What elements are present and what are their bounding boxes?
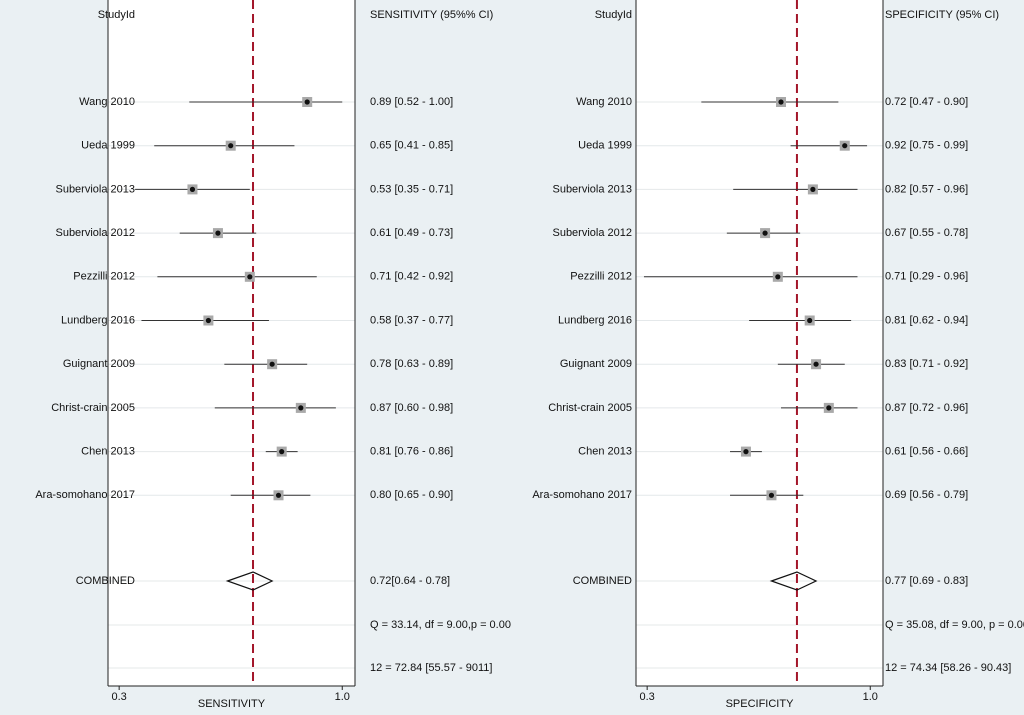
study-point xyxy=(826,405,832,411)
value-label: 0.83 [0.71 - 0.92] xyxy=(885,358,968,370)
study-label: Ueda 1999 xyxy=(81,140,135,152)
study-point xyxy=(813,361,819,367)
heterogeneity-stat: 12 = 72.84 [55.57 - 9011] xyxy=(370,662,492,674)
value-label: 0.81 [0.62 - 0.94] xyxy=(885,314,968,326)
value-label: 0.78 [0.63 - 0.89] xyxy=(370,358,453,370)
combined-label: COMBINED xyxy=(76,575,135,587)
value-label: 0.71 [0.29 - 0.96] xyxy=(885,271,968,283)
study-point xyxy=(215,230,221,236)
study-point xyxy=(807,317,813,324)
plot-area xyxy=(636,0,883,686)
combined-label: COMBINED xyxy=(573,575,632,587)
study-point xyxy=(205,317,211,324)
plot-area xyxy=(108,0,355,686)
heterogeneity-stat: Q = 35.08, df = 9.00, p = 0.00 xyxy=(885,619,1024,631)
study-label: Chen 2013 xyxy=(81,446,135,458)
value-label: 0.80 [0.65 - 0.90] xyxy=(370,489,453,501)
value-label: 0.71 [0.42 - 0.92] xyxy=(370,271,453,283)
combined-value-label: 0.72[0.64 - 0.78] xyxy=(370,575,450,587)
ci-header: SENSITIVITY (95%% CI) xyxy=(370,9,493,21)
id-header: StudyId xyxy=(595,9,632,21)
study-label: Christ-crain 2005 xyxy=(548,402,632,414)
study-point xyxy=(269,361,275,367)
study-label: Suberviola 2013 xyxy=(552,183,632,195)
study-label: Ara-somohano 2017 xyxy=(532,489,632,501)
x-tick-label: 1.0 xyxy=(863,691,878,703)
study-point xyxy=(775,274,781,280)
value-label: 0.82 [0.57 - 0.96] xyxy=(885,183,968,195)
heterogeneity-stat: 12 = 74.34 [58.26 - 90.43] xyxy=(885,662,1011,674)
combined-diamond xyxy=(225,571,274,591)
x-axis-title: SPECIFICITY xyxy=(726,698,795,710)
heterogeneity-stat: Q = 33.14, df = 9.00,p = 0.00 xyxy=(370,619,511,631)
value-label: 0.89 [0.52 - 1.00] xyxy=(370,96,453,108)
study-point xyxy=(743,449,749,455)
id-header: StudyId xyxy=(98,9,135,21)
study-point xyxy=(247,274,253,280)
study-point xyxy=(762,230,768,236)
study-point xyxy=(304,99,310,105)
value-label: 0.72 [0.47 - 0.90] xyxy=(885,96,968,108)
x-tick-label: 0.3 xyxy=(112,691,127,703)
combined-value-label: 0.77 [0.69 - 0.83] xyxy=(885,575,968,587)
value-label: 0.87 [0.60 - 0.98] xyxy=(370,402,453,414)
value-label: 0.87 [0.72 - 0.96] xyxy=(885,402,968,414)
study-label: Wang 2010 xyxy=(79,96,135,108)
value-label: 0.65 [0.41 - 0.85] xyxy=(370,140,453,152)
study-point xyxy=(228,143,234,149)
study-point xyxy=(298,405,304,411)
x-tick-label: 1.0 xyxy=(335,691,350,703)
value-label: 0.58 [0.37 - 0.77] xyxy=(370,314,453,326)
study-label: Christ-crain 2005 xyxy=(51,402,135,414)
study-point xyxy=(778,99,784,105)
value-label: 0.81 [0.76 - 0.86] xyxy=(370,446,453,458)
study-label: Ara-somohano 2017 xyxy=(35,489,135,501)
value-label: 0.69 [0.56 - 0.79] xyxy=(885,489,968,501)
study-label: Pezzilli 2012 xyxy=(570,271,632,283)
x-axis-title: SENSITIVITY xyxy=(198,698,266,710)
study-label: Suberviola 2012 xyxy=(552,227,632,239)
study-point xyxy=(810,186,816,192)
study-label: Lundberg 2016 xyxy=(558,314,632,326)
study-label: Wang 2010 xyxy=(576,96,632,108)
study-point xyxy=(189,186,196,192)
study-label: Suberviola 2012 xyxy=(55,227,135,239)
study-label: Lundberg 2016 xyxy=(61,314,135,326)
value-label: 0.53 [0.35 - 0.71] xyxy=(370,183,453,195)
ci-header: SPECIFICITY (95% CI) xyxy=(885,9,999,21)
value-label: 0.67 [0.55 - 0.78] xyxy=(885,227,968,239)
study-label: Suberviola 2013 xyxy=(55,183,135,195)
study-label: Ueda 1999 xyxy=(578,140,632,152)
study-label: Chen 2013 xyxy=(578,446,632,458)
value-label: 0.61 [0.49 - 0.73] xyxy=(370,227,453,239)
study-point xyxy=(768,492,775,498)
study-label: Pezzilli 2012 xyxy=(73,271,135,283)
study-point xyxy=(842,143,848,149)
study-point xyxy=(275,492,282,498)
study-point xyxy=(279,449,285,455)
combined-diamond xyxy=(769,571,818,591)
value-label: 0.92 [0.75 - 0.99] xyxy=(885,140,968,152)
value-label: 0.61 [0.56 - 0.66] xyxy=(885,446,968,458)
study-label: Guignant 2009 xyxy=(560,358,632,370)
x-tick-label: 0.3 xyxy=(640,691,655,703)
study-label: Guignant 2009 xyxy=(63,358,135,370)
